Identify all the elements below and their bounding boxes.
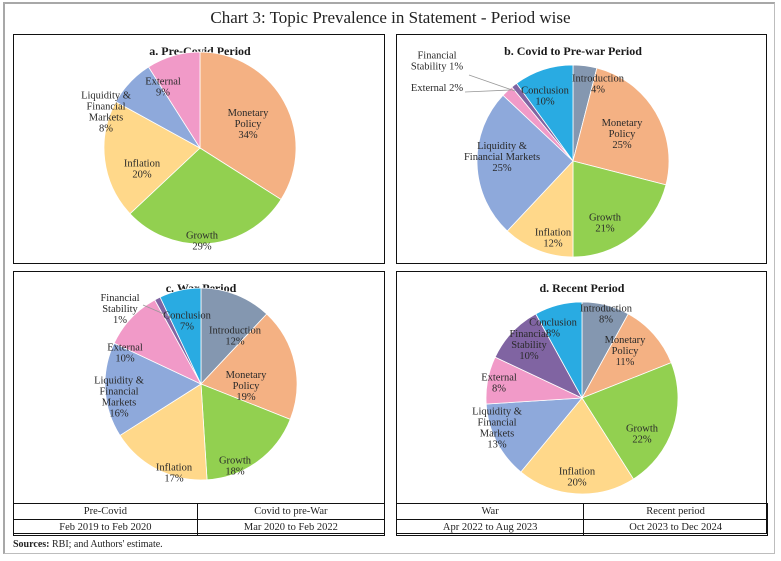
pie-chart-b: b. Covid to Pre-war Period Introduction 4%… bbox=[411, 44, 670, 258]
sources-label: Sources: bbox=[13, 539, 50, 550]
data-label-financial-stability: Financial Stability 1% bbox=[100, 293, 139, 326]
period-range: Apr 2022 to Aug 2023 bbox=[395, 519, 585, 536]
data-label-external: External 2% bbox=[411, 83, 463, 94]
pie-slice-growth bbox=[129, 147, 282, 245]
leader-line bbox=[464, 89, 512, 93]
pie-title: b. Covid to Pre-war Period bbox=[504, 44, 642, 58]
data-label-monetary-policy: Monetary Policy 34% bbox=[228, 108, 270, 141]
period-range: Mar 2020 to Feb 2022 bbox=[196, 519, 386, 536]
sources-text: RBI; and Authors' estimate. bbox=[49, 539, 163, 550]
data-label-liquidity-financial-markets: Liquidity & Financial Markets 13% bbox=[472, 407, 522, 451]
sources-note: Sources: RBI; and Authors' estimate. bbox=[13, 539, 163, 550]
pie-slice-monetary-policy bbox=[572, 67, 670, 186]
data-label-external: External 8% bbox=[481, 373, 517, 395]
pie-chart-d: d. Recent Period Introduction 8% Monetary Po… bbox=[472, 281, 679, 495]
pie-slice-monetary-policy bbox=[199, 51, 297, 200]
pie-slice-growth bbox=[581, 362, 679, 480]
pie-slice-monetary-policy bbox=[581, 313, 672, 399]
period-range: Oct 2023 to Dec 2024 bbox=[583, 519, 768, 536]
pie-slice-inflation bbox=[506, 159, 574, 258]
pie-slice-introduction bbox=[200, 287, 268, 386]
pie-slice-external bbox=[148, 51, 201, 150]
data-label-conclusion: Conclusion 10% bbox=[521, 86, 570, 108]
pie-slice-inflation bbox=[520, 397, 634, 495]
data-label-liquidity-financial-markets: Liquidity & Financial Markets 8% bbox=[81, 91, 131, 135]
data-label-conclusion: Conclusion 7% bbox=[163, 311, 212, 333]
pie-slice-liquidity-financial-markets bbox=[476, 94, 574, 232]
data-label-monetary-policy: Monetary Policy 25% bbox=[602, 118, 644, 151]
pie-slice-inflation bbox=[103, 101, 201, 215]
pie-title: a. Pre-Covid Period bbox=[149, 44, 251, 58]
data-label-introduction: Introduction 12% bbox=[209, 326, 262, 348]
period-name: Pre-Covid bbox=[13, 503, 198, 520]
data-label-external: External 10% bbox=[107, 343, 143, 365]
pie-slice-monetary-policy bbox=[200, 313, 298, 420]
panel-pre-covid: a. Pre-Covid Period Monetary Policy 34% Grow… bbox=[13, 34, 385, 264]
panel-covid-to-pre-war: b. Covid to Pre-war Period Introduction 4%… bbox=[396, 34, 767, 264]
leader-line bbox=[142, 304, 172, 318]
chart-frame bbox=[3, 2, 775, 554]
leader-line bbox=[468, 74, 516, 92]
data-label-liquidity-financial-markets: Liquidity & Financial Markets 16% bbox=[94, 376, 144, 420]
pie-slice-growth bbox=[200, 383, 291, 481]
data-label-monetary-policy: Monetary Policy 11% bbox=[605, 335, 647, 368]
period-name: Recent period bbox=[583, 503, 768, 520]
period-table-left: Pre-Covid Covid to pre-War Feb 2019 to F… bbox=[13, 503, 386, 536]
data-label-introduction: Introduction 8% bbox=[580, 304, 633, 326]
pie-slice-liquidity-financial-markets bbox=[104, 342, 202, 436]
data-label-growth: Growth 18% bbox=[219, 456, 252, 478]
data-label-inflation: Inflation 20% bbox=[559, 467, 596, 489]
chart-title: Chart 3: Topic Prevalence in Statement -… bbox=[210, 8, 571, 27]
pie-slice-inflation bbox=[119, 383, 208, 481]
panel-war: c. War Period Introduction 12% Monetary Poli… bbox=[13, 271, 386, 536]
data-label-growth: Growth 21% bbox=[589, 213, 622, 235]
panel-recent: d. Recent Period Introduction 8% Monetary Po… bbox=[395, 271, 768, 536]
data-label-liquidity-financial-markets: Liquidity & Financial Markets 25% bbox=[464, 141, 540, 174]
data-label-inflation: Inflation 12% bbox=[535, 228, 572, 250]
pie-slice-growth bbox=[572, 160, 667, 258]
period-range: Feb 2019 to Feb 2020 bbox=[13, 519, 198, 536]
data-label-inflation: Inflation 17% bbox=[156, 463, 193, 485]
data-label-growth: Growth 29% bbox=[186, 231, 219, 253]
data-label-financial-stability: Financial Stability 1% bbox=[411, 51, 463, 73]
data-label-monetary-policy: Monetary Policy 19% bbox=[226, 370, 268, 403]
period-name: Covid to pre-War bbox=[196, 503, 386, 520]
pie-title: d. Recent Period bbox=[540, 281, 625, 295]
pie-slice-conclusion bbox=[535, 301, 583, 399]
pie-slice-conclusion bbox=[159, 287, 202, 385]
pie-slice-conclusion bbox=[516, 64, 574, 163]
data-label-conclusion: Conclusion 8% bbox=[529, 318, 578, 340]
period-name: War bbox=[395, 503, 585, 520]
data-label-financial-stability: Financial Stability 10% bbox=[509, 329, 548, 362]
data-label-introduction: Introduction 4% bbox=[572, 74, 625, 96]
period-table-right: War Recent period Apr 2022 to Aug 2023 O… bbox=[395, 503, 768, 536]
pie-slice-liquidity-financial-markets bbox=[485, 397, 583, 473]
data-label-inflation: Inflation 20% bbox=[124, 159, 161, 181]
data-label-growth: Growth 22% bbox=[626, 424, 659, 446]
pie-chart-a: a. Pre-Covid Period Monetary Policy 34% Grow… bbox=[81, 44, 297, 253]
data-label-external: External 9% bbox=[145, 77, 181, 99]
